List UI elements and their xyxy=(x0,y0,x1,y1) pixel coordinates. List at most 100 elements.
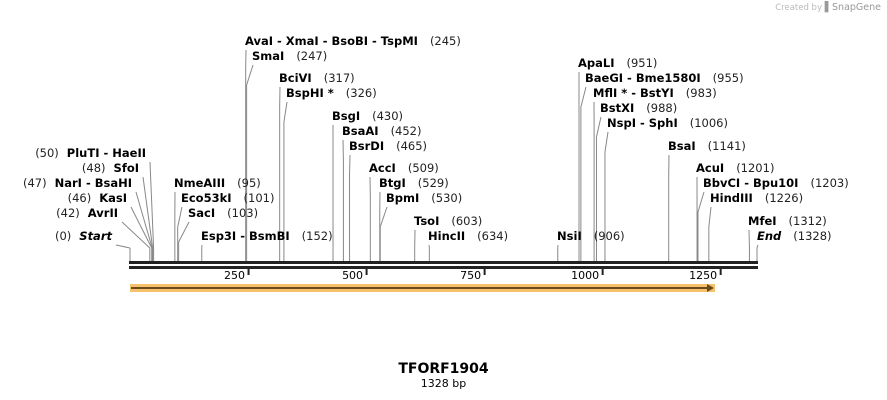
enzyme-name: AccI xyxy=(369,161,396,175)
site-label[interactable]: Eco53kI (101) xyxy=(181,192,274,205)
site-label[interactable]: (50) PluTI - HaeII xyxy=(35,147,146,160)
enzyme-name: AvaI - XmaI - BsoBI - TspMI xyxy=(245,34,418,48)
site-label[interactable]: AcuI (1201) xyxy=(696,162,774,175)
enzyme-name: SmaI xyxy=(252,49,285,63)
site-label[interactable]: BsgI (430) xyxy=(332,110,403,123)
enzyme-name: AvrII xyxy=(87,206,118,220)
feature-arrowhead-icon xyxy=(707,284,714,292)
enzyme-name: BsrDI xyxy=(349,139,385,153)
leader-line xyxy=(283,101,288,123)
axis-tick-label: 750 xyxy=(460,269,481,282)
feature-arrow-shaft xyxy=(131,287,708,289)
site-position: (101) xyxy=(243,191,275,205)
credit-prefix: Created by xyxy=(775,3,822,13)
site-label[interactable]: HincII (634) xyxy=(428,230,508,243)
leader-line xyxy=(604,131,609,153)
enzyme-name: PluTI - HaeII xyxy=(66,146,146,160)
site-label[interactable]: (42) AvrII xyxy=(56,207,118,220)
site-position: (47) xyxy=(23,176,47,190)
site-position: (509) xyxy=(407,161,439,175)
leader-line xyxy=(121,221,151,249)
leader-line xyxy=(379,206,388,228)
site-position: (465) xyxy=(396,139,428,153)
enzyme-name: Start xyxy=(79,229,112,243)
site-position: (48) xyxy=(81,161,106,175)
enzyme-name: MfeI xyxy=(748,214,777,228)
site-label[interactable]: BtgI (529) xyxy=(379,177,449,190)
site-label[interactable]: SmaI (247) xyxy=(252,50,327,63)
site-label[interactable]: MflI * - BstYI (983) xyxy=(593,87,717,100)
site-position: (530) xyxy=(431,191,463,205)
enzyme-name: BsgI xyxy=(332,109,361,123)
site-position: (1006) xyxy=(689,116,728,130)
site-position: (1328) xyxy=(793,229,832,243)
site-label[interactable]: AccI (509) xyxy=(369,162,439,175)
site-position: (317) xyxy=(323,71,355,85)
site-position: (430) xyxy=(372,109,404,123)
leader-line xyxy=(177,206,183,228)
site-label[interactable]: BsaAI (452) xyxy=(342,125,422,138)
leader-line xyxy=(135,191,153,249)
site-label[interactable]: (46) KasI xyxy=(68,192,127,205)
enzyme-name: TsoI xyxy=(414,214,440,228)
axis-tick xyxy=(247,268,250,275)
enzyme-name: HincII xyxy=(428,229,466,243)
site-label[interactable]: End (1328) xyxy=(757,230,832,243)
site-position: (42) xyxy=(56,206,80,220)
enzyme-name: SfoI xyxy=(113,161,139,175)
leader-line xyxy=(115,244,131,249)
site-position: (529) xyxy=(417,176,449,190)
site-label[interactable]: MfeI (1312) xyxy=(748,215,827,228)
snapgene-logo: ▌SnapGene xyxy=(824,2,881,13)
site-label[interactable]: (47) NarI - BsaHI xyxy=(23,177,132,190)
site-label[interactable]: NsiI (906) xyxy=(557,230,625,243)
axis-tick-label: 1000 xyxy=(571,269,599,282)
credit-brand: SnapGene xyxy=(832,2,881,13)
backbone-top-strand xyxy=(129,261,758,264)
site-label[interactable]: NmeAIII (95) xyxy=(174,177,261,190)
leader-line xyxy=(149,161,155,249)
enzyme-name: ApaLI xyxy=(578,56,615,70)
site-label[interactable]: BpmI (530) xyxy=(386,192,462,205)
enzyme-name: NspI - SphI xyxy=(607,116,678,130)
site-label[interactable]: (48) SfoI xyxy=(82,162,139,175)
site-label[interactable]: ApaLI (951) xyxy=(578,57,657,70)
enzyme-name: SacI xyxy=(188,206,216,220)
site-label[interactable]: HindIII (1226) xyxy=(710,192,803,205)
site-label[interactable]: (0) Start xyxy=(55,230,112,243)
leader-line xyxy=(580,86,587,108)
enzyme-name: BspHI * xyxy=(286,86,334,100)
site-position: (245) xyxy=(429,34,461,48)
site-label[interactable]: BaeGI - Bme1580I (955) xyxy=(585,72,744,85)
enzyme-name: MflI * - BstYI xyxy=(593,86,674,100)
site-label[interactable]: BsaI (1141) xyxy=(668,140,746,153)
site-position: (1141) xyxy=(707,139,746,153)
enzyme-name: NmeAIII xyxy=(174,176,226,190)
leader-line xyxy=(697,191,705,213)
leader-line xyxy=(142,176,154,249)
enzyme-name: BsaAI xyxy=(342,124,379,138)
site-position: (1226) xyxy=(764,191,804,205)
site-label[interactable]: BspHI * (326) xyxy=(286,87,377,100)
site-position: (983) xyxy=(685,86,717,100)
site-label[interactable]: BstXI (988) xyxy=(600,102,677,115)
site-label[interactable]: TsoI (603) xyxy=(414,215,482,228)
site-label[interactable]: AvaI - XmaI - BsoBI - TspMI (245) xyxy=(245,35,461,48)
snapgene-credit: Created by ▌SnapGene xyxy=(775,2,881,13)
axis-tick xyxy=(483,268,486,275)
site-label[interactable]: BsrDI (465) xyxy=(349,140,427,153)
axis-tick xyxy=(601,268,604,275)
site-label[interactable]: BbvCI - Bpu10I (1203) xyxy=(703,177,849,190)
site-label[interactable]: SacI (103) xyxy=(188,207,258,220)
site-label[interactable]: BciVI (317) xyxy=(279,72,355,85)
site-label[interactable]: NspI - SphI (1006) xyxy=(607,117,728,130)
site-position: (46) xyxy=(67,191,92,205)
enzyme-name: End xyxy=(757,229,782,243)
enzyme-name: Eco53kI xyxy=(181,191,232,205)
site-label[interactable]: Esp3I - BsmBI (152) xyxy=(201,230,333,243)
axis-tick-label: 500 xyxy=(342,269,363,282)
enzyme-name: HindIII xyxy=(710,191,753,205)
sequence-length: 1328 bp xyxy=(420,377,467,390)
leader-line xyxy=(756,244,759,249)
